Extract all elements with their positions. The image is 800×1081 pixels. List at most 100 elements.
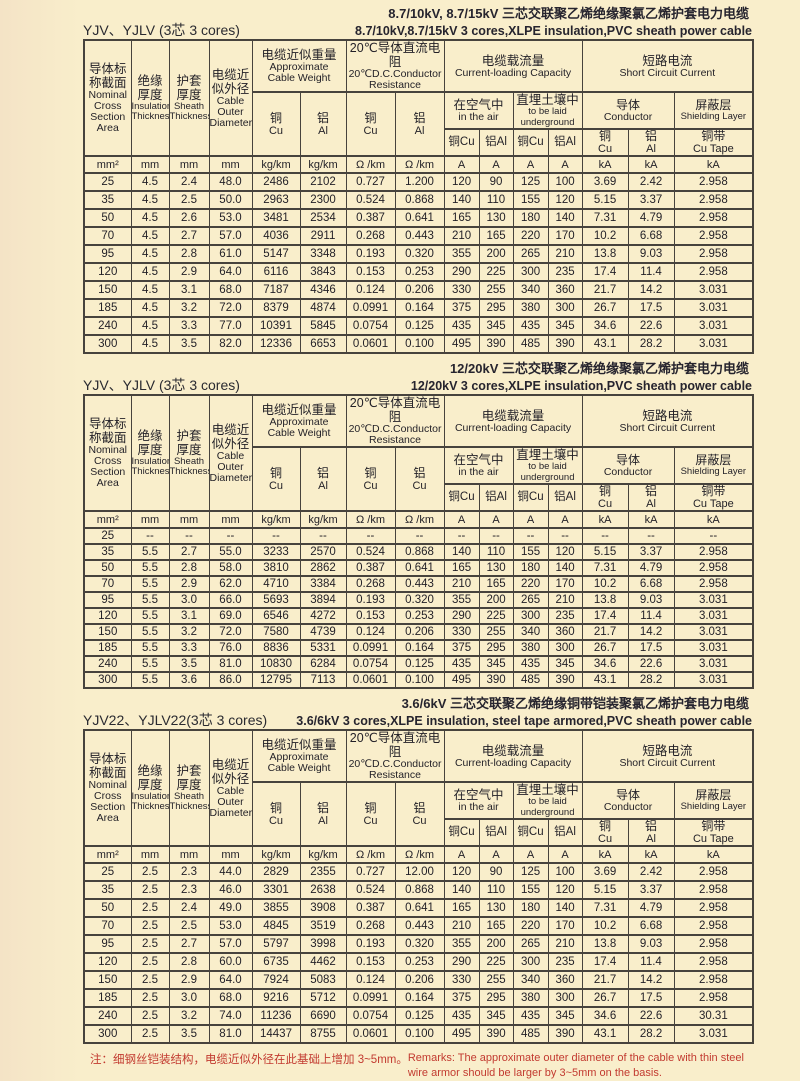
group-header-weight-en: Approximate Cable Weight bbox=[267, 751, 331, 774]
table-cell: 255 bbox=[478, 623, 514, 641]
table-row: 70 2.5 2.5 53.0 4845 3519 0.268 0.443 210 165 220 1… bbox=[83, 916, 754, 936]
table-cell: 290 bbox=[443, 952, 480, 972]
table-cell: 68.0 bbox=[208, 280, 253, 300]
table-cell: 3301 bbox=[251, 880, 301, 900]
table-cell: -- bbox=[299, 527, 347, 545]
col-header-weight-al: 铝 Al bbox=[299, 781, 347, 847]
table-cell: 2.958 bbox=[673, 575, 754, 593]
table-cell: 345 bbox=[547, 316, 583, 336]
in-air-en: in the air bbox=[458, 801, 499, 813]
resistance-cu-en: Cu bbox=[363, 814, 378, 827]
table-cell: 2.5 bbox=[130, 934, 170, 954]
table-cell: 0.641 bbox=[394, 559, 445, 577]
table-cell: 3.031 bbox=[673, 591, 754, 609]
table-cell: -- bbox=[345, 527, 396, 545]
table-cell: 69.0 bbox=[208, 607, 253, 625]
table-cell: 9216 bbox=[251, 988, 301, 1008]
table-cell: 14.2 bbox=[627, 970, 675, 990]
group-header-capacity: 电缆载流量 Current-loading Capacity bbox=[443, 729, 583, 783]
table-cell: 2.42 bbox=[627, 862, 675, 882]
table-cell: 74.0 bbox=[208, 1006, 253, 1026]
table-cell: 120 bbox=[547, 880, 583, 900]
col-header-outer-diameter: 电缆近 似外径 Cable Outer Diameter bbox=[208, 729, 253, 847]
table-cell: 35 bbox=[83, 190, 132, 210]
table-cell: 0.268 bbox=[345, 916, 396, 936]
table-cell: 4346 bbox=[299, 280, 347, 300]
table-cell: 0.100 bbox=[394, 1024, 445, 1044]
table-cell: 4.5 bbox=[130, 226, 170, 246]
unit-cell: A bbox=[547, 845, 583, 864]
col-header-sheath-cn: 护套 厚度 bbox=[176, 763, 202, 792]
table-cell: 345 bbox=[478, 1006, 514, 1026]
weight-cu-en: Cu bbox=[268, 814, 284, 827]
table-cell: 2.9 bbox=[168, 575, 210, 593]
unit-cell: A bbox=[512, 845, 549, 864]
sub-header-conductor: 导体 Conductor bbox=[581, 781, 675, 820]
table-cell: 7187 bbox=[251, 280, 301, 300]
col-header-insulation: 绝缘 厚度 Insulation Thickness bbox=[130, 729, 170, 847]
table-cell: 120 bbox=[547, 190, 583, 210]
table-row: 185 4.5 3.2 72.0 8379 4874 0.0991 0.164 375 295 38… bbox=[83, 298, 754, 318]
table-cell: 4.5 bbox=[130, 334, 170, 354]
col-header-resistance-cu: 铜 Cu bbox=[345, 781, 396, 847]
table-cell: 26.7 bbox=[581, 639, 629, 657]
table-cell: 3233 bbox=[251, 543, 301, 561]
table-cell: 5.5 bbox=[130, 623, 170, 641]
table-cell: 6116 bbox=[251, 262, 301, 282]
table-cell: 150 bbox=[83, 970, 132, 990]
table-cell: 2.7 bbox=[168, 226, 210, 246]
table-cell: 11.4 bbox=[627, 952, 675, 972]
table-cell: 0.124 bbox=[345, 970, 396, 990]
col-header-capacity-air-cu: 铜Cu bbox=[443, 818, 480, 847]
table-cell: 2102 bbox=[299, 172, 347, 192]
table-cell: 170 bbox=[547, 226, 583, 246]
table-cell: 380 bbox=[512, 298, 549, 318]
table-cell: 81.0 bbox=[208, 1024, 253, 1044]
table-cell: 4.79 bbox=[627, 898, 675, 918]
table-cell: 165 bbox=[443, 559, 480, 577]
table-cell: 2.958 bbox=[673, 898, 754, 918]
table-cell: 3348 bbox=[299, 244, 347, 264]
weight-cu-cn: 铜 bbox=[269, 110, 282, 125]
table-cell: 345 bbox=[478, 655, 514, 673]
table-cell: 4.5 bbox=[130, 262, 170, 282]
cu-tape-cn: 铜带 bbox=[701, 819, 726, 833]
section-title-cn: 12/20kV 三芯交联聚乙烯绝缘聚氯乙烯护套电力电缆 bbox=[449, 361, 749, 376]
table-cell: 2.5 bbox=[168, 916, 210, 936]
unit-cell: mm² bbox=[83, 155, 132, 174]
table-row: 150 4.5 3.1 68.0 7187 4346 0.124 0.206 330 255 340… bbox=[83, 280, 754, 300]
section-header: 8.7/10kV, 8.7/15kV 三芯交联聚乙烯绝缘聚氯乙烯护套电力电缆 Y… bbox=[83, 6, 752, 39]
col-header-short-cu: 铜 Cu bbox=[581, 818, 629, 847]
table-cell: 4739 bbox=[299, 623, 347, 641]
table-cell: 150 bbox=[83, 280, 132, 300]
group-header-short-circuit: 短路电流 Short Circuit Current bbox=[581, 394, 754, 448]
table-cell: 3519 bbox=[299, 916, 347, 936]
table-cell: 295 bbox=[478, 988, 514, 1008]
group-header-weight-en: Approximate Cable Weight bbox=[267, 416, 331, 439]
table-cell: 355 bbox=[443, 591, 480, 609]
table-cell: 0.443 bbox=[394, 916, 445, 936]
table-cell: 2.958 bbox=[673, 970, 754, 990]
table-cell: 5.5 bbox=[130, 607, 170, 625]
table-cell: 0.443 bbox=[394, 226, 445, 246]
table-cell: 110 bbox=[478, 190, 514, 210]
table-cell: 200 bbox=[478, 934, 514, 954]
table-cell: 360 bbox=[547, 623, 583, 641]
short-cu-en: Cu bbox=[598, 833, 613, 845]
table-cell: -- bbox=[627, 527, 675, 545]
short-al-en: Al bbox=[646, 498, 656, 510]
table-cell: 95 bbox=[83, 591, 132, 609]
table-cell: 22.6 bbox=[627, 1006, 675, 1026]
short-al-cn: 铝 bbox=[645, 484, 658, 498]
table-cell: 435 bbox=[512, 655, 549, 673]
table-cell: 13.8 bbox=[581, 591, 629, 609]
unit-cell: mm² bbox=[83, 845, 132, 864]
table-row: 25 -- -- -- -- -- -- -- -- -- -- -- -- -- -- bbox=[83, 527, 754, 545]
table-cell: 235 bbox=[547, 262, 583, 282]
table-cell: 2.958 bbox=[673, 862, 754, 882]
table-cell: 180 bbox=[512, 898, 549, 918]
table-cell: 2534 bbox=[299, 208, 347, 228]
table-row: 240 4.5 3.3 77.0 10391 5845 0.0754 0.125 435 345 4… bbox=[83, 316, 754, 336]
table-cell: 360 bbox=[547, 280, 583, 300]
table-cell: 22.6 bbox=[627, 655, 675, 673]
